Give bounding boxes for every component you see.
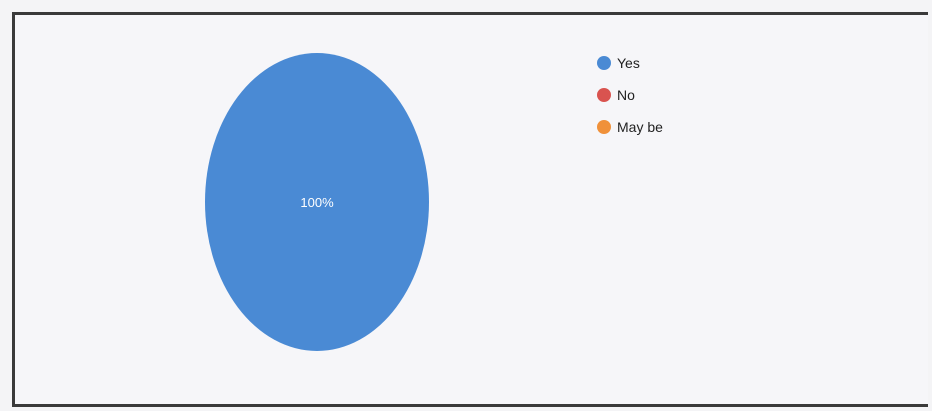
legend-swatch-may-be xyxy=(597,120,611,134)
chart-frame xyxy=(12,12,928,407)
legend-item-no: No xyxy=(597,87,635,103)
legend: Yes No May be xyxy=(597,55,663,135)
pie-slice-yes xyxy=(205,53,429,351)
pie-slice-labels: 100% xyxy=(300,195,334,210)
legend-label-yes: Yes xyxy=(617,55,640,71)
pie-slice-label-yes: 100% xyxy=(300,195,334,210)
legend-item-yes: Yes xyxy=(597,55,640,71)
legend-label-no: No xyxy=(617,87,635,103)
legend-label-may-be: May be xyxy=(617,119,663,135)
legend-swatch-yes xyxy=(597,56,611,70)
pie-slices xyxy=(205,53,429,351)
legend-swatch-no xyxy=(597,88,611,102)
legend-item-may-be: May be xyxy=(597,119,663,135)
